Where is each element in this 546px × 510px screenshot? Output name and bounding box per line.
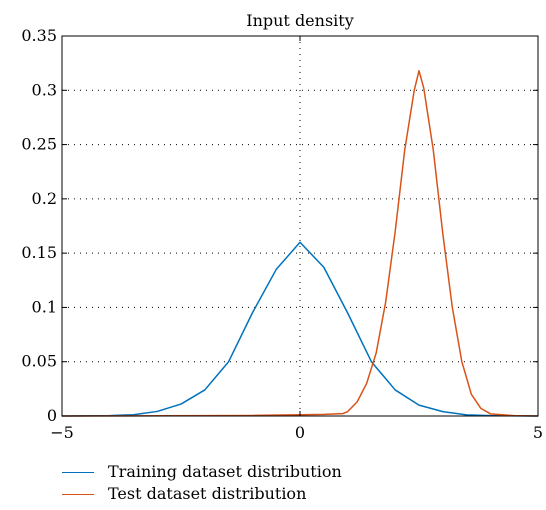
legend-swatch	[62, 472, 94, 473]
y-tick-label: 0.15	[21, 243, 57, 262]
y-tick-label: 0.35	[21, 26, 57, 45]
y-tick-label: 0.25	[21, 135, 57, 154]
legend-swatch	[62, 494, 94, 495]
legend-label: Test dataset distribution	[108, 484, 307, 503]
x-tick-label: 0	[295, 423, 305, 442]
series-line-test	[61, 69, 539, 417]
y-tick-label: 0.05	[21, 352, 57, 371]
y-tick-label: 0.1	[32, 297, 57, 316]
plot-area-frame	[61, 35, 539, 417]
series-line-training	[61, 241, 539, 417]
chart-title: Input density	[246, 11, 354, 30]
x-tick-label: 5	[533, 423, 543, 442]
y-tick-label: 0.2	[32, 189, 57, 208]
legend-label: Training dataset distribution	[108, 462, 342, 481]
chart: 00.050.10.150.20.250.30.35−5 0 5 Input den…	[21, 11, 543, 442]
grid	[62, 36, 538, 416]
series-group	[61, 69, 539, 417]
y-tick-label: 0.3	[32, 80, 57, 99]
y-tick-label: 0	[47, 406, 57, 425]
x-tick-label: −5	[50, 423, 74, 442]
axis-ticks: 00.050.10.150.20.250.30.35−5 0 5	[21, 26, 543, 442]
